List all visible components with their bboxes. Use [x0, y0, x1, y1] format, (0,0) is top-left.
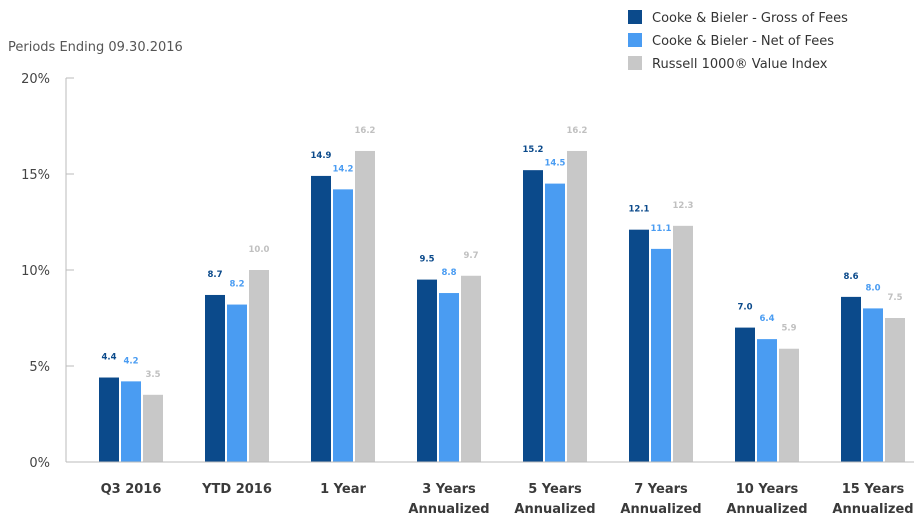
bar-russell-1000-value-index-2	[249, 270, 269, 462]
bar-cooke-bieler-gross-of-fees-1	[99, 377, 119, 462]
legend-label: Cooke & Bieler - Net of Fees	[652, 34, 834, 49]
bar-cooke-bieler-gross-of-fees-5	[523, 170, 543, 462]
data-label: 12.3	[673, 201, 694, 211]
legend-swatch	[628, 56, 642, 70]
x-tick-label: 5 Years	[528, 482, 582, 497]
bars	[99, 150, 905, 463]
bar-russell-1000-value-index-4	[461, 275, 481, 462]
data-label: 4.4	[101, 353, 116, 363]
x-tick-label: 7 Years	[634, 482, 688, 497]
data-label: 16.2	[355, 126, 376, 136]
data-label: 12.1	[629, 205, 650, 215]
data-label: 9.5	[419, 255, 434, 265]
bar-cooke-bieler-net-of-fees-8	[863, 308, 883, 462]
bar-cooke-bieler-gross-of-fees-8	[841, 296, 861, 462]
data-label: 11.1	[651, 224, 672, 234]
bar-cooke-bieler-net-of-fees-6	[651, 248, 671, 462]
bar-cooke-bieler-net-of-fees-7	[757, 339, 777, 462]
bar-cooke-bieler-net-of-fees-3	[333, 189, 353, 463]
x-axis: Q3 2016 YTD 2016 1 Year 3 Years Annualized 5 …	[66, 461, 914, 514]
data-label: 6.4	[759, 314, 774, 324]
bar-cooke-bieler-net-of-fees-4	[439, 293, 459, 462]
legend: Cooke & Bieler - Gross of Fees Cooke & Bi…	[628, 10, 848, 72]
data-label: 3.5	[145, 370, 160, 380]
bar-russell-1000-value-index-1	[143, 394, 163, 462]
x-tick-label: YTD 2016	[201, 482, 272, 497]
bar-russell-1000-value-index-3	[355, 150, 375, 462]
data-label: 4.2	[123, 356, 138, 366]
data-label: 8.8	[441, 268, 456, 278]
bar-russell-1000-value-index-5	[567, 150, 587, 462]
data-label: 14.2	[333, 164, 354, 174]
legend-label: Cooke & Bieler - Gross of Fees	[652, 11, 848, 26]
chart-subtitle: Periods Ending 09.30.2016	[8, 40, 183, 55]
x-tick-label: 15 Years	[842, 482, 905, 497]
data-labels: 4.4 4.2 3.5 8.7 8.2 10.0 14.914.2 16.2 9.5 8.8 9.7…	[101, 126, 902, 380]
bar-russell-1000-value-index-8	[885, 318, 905, 462]
legend-swatch	[628, 10, 642, 24]
x-tick-label: 3 Years	[422, 482, 476, 497]
bar-russell-1000-value-index-7	[779, 348, 799, 462]
data-label: 14.9	[311, 151, 332, 161]
bar-cooke-bieler-gross-of-fees-3	[311, 175, 331, 463]
data-label: 8.2	[229, 280, 244, 290]
y-tick-label: 5%	[29, 360, 50, 375]
bar-cooke-bieler-gross-of-fees-4	[417, 279, 437, 462]
y-tick-label: 0%	[29, 456, 50, 471]
data-label: 10.0	[249, 245, 270, 255]
legend-label: Russell 1000® Value Index	[652, 57, 828, 72]
x-tick-label: Q3 2016	[101, 482, 162, 497]
x-tick-label: Annualized	[620, 502, 701, 514]
data-label: 5.9	[781, 324, 796, 334]
x-tick-label: Annualized	[514, 502, 595, 514]
bar-cooke-bieler-net-of-fees-2	[227, 304, 247, 462]
data-label: 9.7	[463, 251, 478, 261]
x-tick-label: Annualized	[832, 502, 913, 514]
bar-russell-1000-value-index-6	[673, 225, 693, 462]
data-label: 8.7	[207, 270, 222, 280]
x-tick-label: Annualized	[726, 502, 807, 514]
data-label: 15.2	[523, 145, 544, 155]
data-label: 7.5	[887, 293, 902, 303]
data-label: 16.2	[567, 126, 588, 136]
x-tick-label: 10 Years	[736, 482, 799, 497]
legend-swatch	[628, 33, 642, 47]
bar-cooke-bieler-gross-of-fees-2	[205, 294, 225, 462]
data-label: 14.5	[545, 159, 566, 169]
data-label: 7.0	[737, 303, 752, 313]
bar-cooke-bieler-gross-of-fees-7	[735, 327, 755, 462]
y-tick-label: 15%	[21, 168, 50, 183]
y-tick-label: 10%	[21, 264, 50, 279]
x-tick-label: Annualized	[408, 502, 489, 514]
bar-cooke-bieler-net-of-fees-5	[545, 183, 565, 462]
y-tick-label: 20%	[21, 72, 50, 87]
y-axis: 0% 5% 10% 15% 20%	[21, 72, 74, 471]
data-label: 8.0	[865, 283, 880, 293]
data-label: 8.6	[843, 272, 858, 282]
bar-cooke-bieler-net-of-fees-1	[121, 381, 141, 462]
x-tick-label: 1 Year	[320, 482, 366, 497]
bar-cooke-bieler-gross-of-fees-6	[629, 229, 649, 462]
